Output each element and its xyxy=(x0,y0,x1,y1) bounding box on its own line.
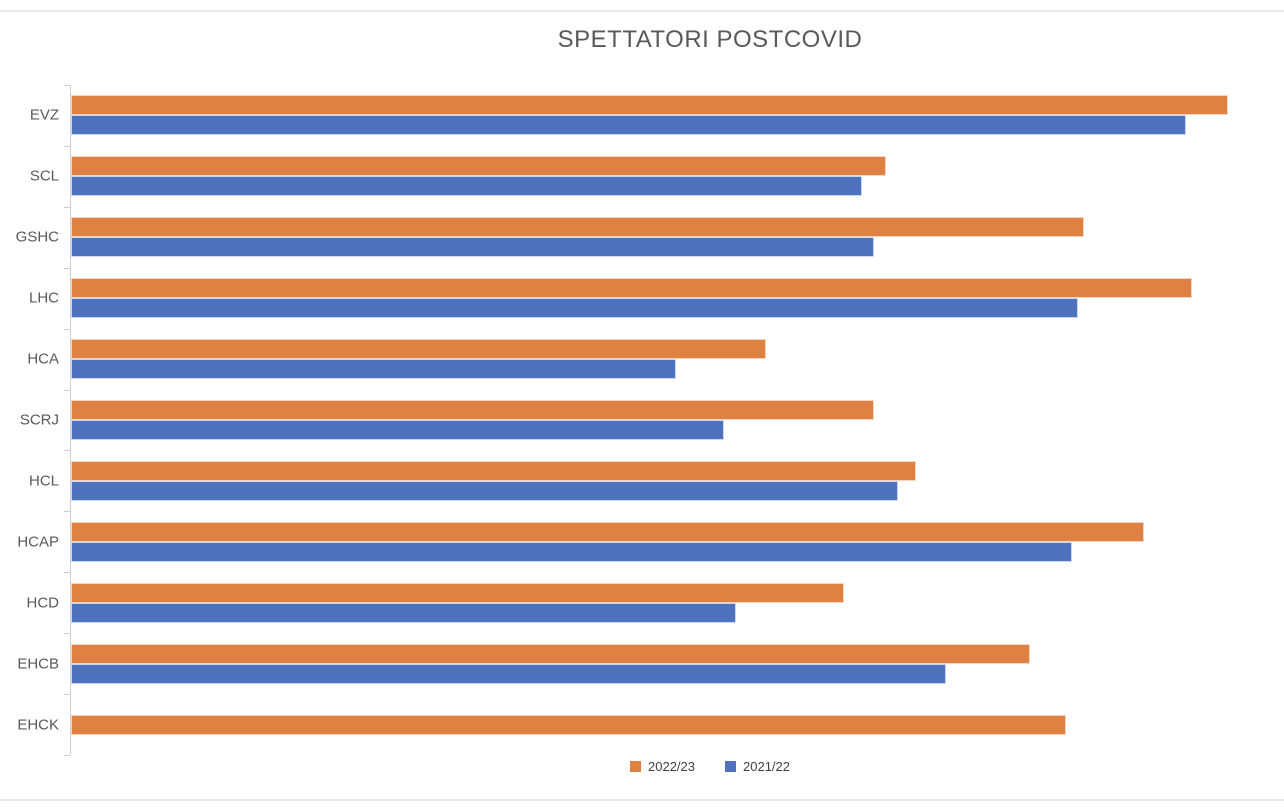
legend-item-2021-22: 2021/22 xyxy=(725,759,790,774)
category-label-hcap: HCAP xyxy=(17,533,59,551)
bar-2022-23-hcap xyxy=(71,521,1145,542)
category-label-scrj: SCRJ xyxy=(19,411,59,429)
category-bars xyxy=(71,450,1270,511)
bar-2021-22-evz xyxy=(71,115,1187,136)
axis-tick xyxy=(64,694,70,696)
category-label-hcl: HCL xyxy=(28,472,59,490)
category-label-lhc: LHC xyxy=(28,289,59,307)
bar-2022-23-gshc xyxy=(71,217,1085,238)
bar-2021-22-gshc xyxy=(71,237,875,258)
bar-2021-22-hcl xyxy=(71,480,899,501)
category-bars xyxy=(71,329,1270,390)
bar-2021-22-scrj xyxy=(71,419,725,440)
legend-label: 2022/23 xyxy=(648,759,695,774)
category-row-hcd: HCD xyxy=(27,572,1270,633)
axis-tick xyxy=(64,145,70,147)
bar-2022-23-hcl xyxy=(71,460,917,481)
category-row-ehck: EHCK xyxy=(17,694,1270,755)
bar-2021-22-hcd xyxy=(71,602,737,623)
category-bars xyxy=(71,268,1270,329)
chart-title: SPETTATORI POSTCOVID xyxy=(557,26,863,53)
category-row-hca: HCA xyxy=(27,329,1270,390)
axis-tick xyxy=(64,450,70,452)
category-bars xyxy=(71,511,1270,572)
category-bars xyxy=(71,572,1270,633)
legend-swatch-icon xyxy=(725,761,736,772)
category-bars xyxy=(71,207,1270,268)
category-label-ehck: EHCK xyxy=(17,716,59,734)
legend: 2022/23 2021/22 xyxy=(110,759,1284,774)
bar-2022-23-lhc xyxy=(71,278,1193,299)
axis-tick xyxy=(64,85,70,86)
axis-tick xyxy=(64,755,70,756)
axis-tick xyxy=(64,572,70,574)
bar-2021-22-scl xyxy=(71,176,863,197)
category-row-scrj: SCRJ xyxy=(20,390,1270,451)
top-frame-line xyxy=(0,10,1284,12)
axis-tick xyxy=(64,633,70,635)
category-label-ehcb: EHCB xyxy=(17,655,59,673)
axis-tick xyxy=(64,328,70,330)
category-row-scl: SCL xyxy=(30,146,1270,207)
axis-tick xyxy=(64,267,70,269)
bar-2022-23-hcd xyxy=(71,582,845,603)
category-row-lhc: LHC xyxy=(29,268,1270,329)
category-row-evz: EVZ xyxy=(30,85,1270,146)
category-rows: EVZ SCL GSHC LHC HCA SCRJ HCL HCAP HCD EHCB EHCK xyxy=(16,85,1270,755)
bar-2022-23-evz xyxy=(71,95,1229,116)
category-row-ehcb: EHCB xyxy=(17,633,1270,694)
category-bars xyxy=(71,694,1270,755)
category-bars xyxy=(71,85,1270,146)
bar-2022-23-scl xyxy=(71,156,887,177)
category-bars xyxy=(71,390,1270,451)
axis-tick xyxy=(64,511,70,513)
category-label-evz: EVZ xyxy=(29,106,59,124)
bottom-frame-line xyxy=(0,799,1284,801)
category-label-scl: SCL xyxy=(29,167,59,185)
bar-2021-22-lhc xyxy=(71,298,1079,319)
category-row-gshc: GSHC xyxy=(16,207,1270,268)
category-label-gshc: GSHC xyxy=(15,228,59,246)
bar-2022-23-ehck xyxy=(71,714,1067,735)
category-row-hcl: HCL xyxy=(29,450,1270,511)
category-label-hca: HCA xyxy=(27,350,59,368)
category-row-hcap: HCAP xyxy=(17,511,1270,572)
bar-2021-22-hca xyxy=(71,359,677,380)
axis-tick xyxy=(64,389,70,391)
legend-label: 2021/22 xyxy=(743,759,790,774)
bar-2021-22-ehcb xyxy=(71,663,947,684)
category-bars xyxy=(71,633,1270,694)
bar-2022-23-ehcb xyxy=(71,643,1031,664)
bar-2022-23-hca xyxy=(71,339,767,360)
legend-swatch-icon xyxy=(630,761,641,772)
plot-area: EVZ SCL GSHC LHC HCA SCRJ HCL HCAP HCD EHCB EHCK xyxy=(16,85,1270,756)
legend-item-2022-23: 2022/23 xyxy=(630,759,695,774)
bar-2022-23-scrj xyxy=(71,399,875,420)
bar-2021-22-hcap xyxy=(71,541,1073,562)
category-label-hcd: HCD xyxy=(26,594,60,612)
category-bars xyxy=(71,146,1270,207)
axis-tick xyxy=(64,206,70,208)
